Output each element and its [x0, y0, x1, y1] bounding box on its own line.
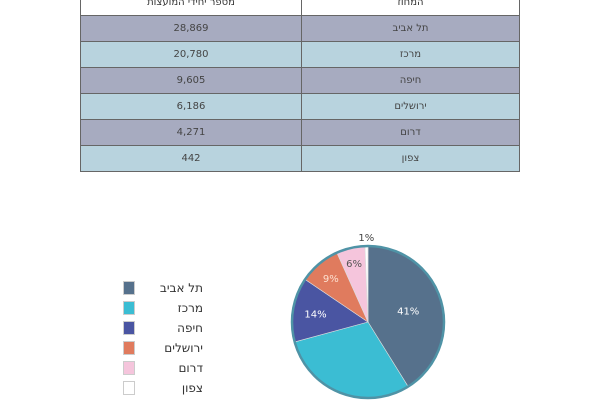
data-label: 1%: [358, 233, 374, 244]
cell-region: חיפה: [301, 67, 520, 94]
cell-count: 442: [80, 145, 302, 172]
legend-swatch: [123, 361, 135, 375]
data-table: מספר יחידי המועצות המחוז 28,869 תל אביב 20…: [80, 0, 520, 172]
cell-count: 6,186: [80, 93, 302, 120]
cell-region: צפון: [301, 145, 520, 172]
legend-label: חיפה: [177, 321, 203, 335]
legend-item: דרום: [123, 360, 203, 376]
pie-border: [290, 244, 446, 400]
legend-label: ירושלים: [164, 341, 203, 355]
table-row: 6,186 ירושלים: [80, 93, 520, 120]
cell-count: 9,605: [80, 67, 302, 94]
legend-label: דרום: [178, 361, 203, 375]
legend-item: תל אביב: [123, 280, 203, 296]
cell-region: ירושלים: [301, 93, 520, 120]
legend-swatch: [123, 381, 135, 395]
cell-region: מרכז: [301, 41, 520, 68]
legend-label: צפון: [181, 381, 203, 395]
data-label: 41%: [397, 307, 419, 318]
legend-label: מרכז: [177, 301, 203, 315]
legend-item: מרכז: [123, 300, 203, 316]
legend-item: ירושלים: [123, 340, 203, 356]
legend-swatch: [123, 321, 135, 335]
legend-item: חיפה: [123, 320, 203, 336]
data-label: 9%: [323, 274, 339, 285]
cell-region: דרום: [301, 119, 520, 146]
data-label: 14%: [304, 309, 326, 320]
legend-swatch: [123, 341, 135, 355]
legend-item: צפון: [123, 380, 203, 396]
table-row: 442 צפון: [80, 145, 520, 172]
cell-count: 20,780: [80, 41, 302, 68]
cell-region: תל אביב: [301, 15, 520, 42]
legend-swatch: [123, 281, 135, 295]
table-row: 9,605 חיפה: [80, 67, 520, 94]
header-region: המחוז: [301, 0, 520, 16]
data-label: 6%: [346, 259, 362, 270]
table-row: 20,780 מרכז: [80, 41, 520, 68]
legend-label: תל אביב: [159, 281, 203, 295]
legend-swatch: [123, 301, 135, 315]
cell-count: 28,869: [80, 15, 302, 42]
table-row: 28,869 תל אביב: [80, 15, 520, 42]
